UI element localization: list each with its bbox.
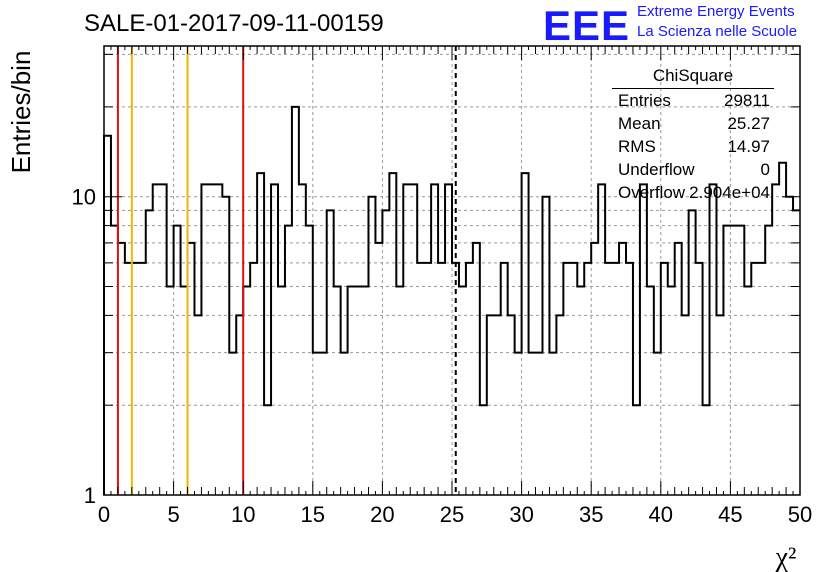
x-tick-label: 10 bbox=[231, 502, 255, 527]
stats-value: 14.97 bbox=[727, 137, 770, 156]
x-tick-label: 30 bbox=[509, 502, 533, 527]
stats-row: Overflow 2.904e+04 bbox=[612, 181, 774, 204]
x-axis-label: χ² bbox=[775, 542, 797, 572]
x-tick-label: 50 bbox=[788, 502, 812, 527]
stats-label: Overflow bbox=[618, 183, 686, 202]
stats-label: Mean bbox=[618, 114, 661, 133]
y-tick-label: 1 bbox=[84, 483, 96, 508]
x-tick-label: 5 bbox=[167, 502, 179, 527]
x-tick-label: 0 bbox=[98, 502, 110, 527]
y-axis-label: Entries/bin bbox=[6, 51, 36, 174]
y-tick-label: 10 bbox=[72, 185, 96, 210]
stats-row: Mean 25.27 bbox=[612, 112, 774, 135]
stats-label: Entries bbox=[618, 91, 671, 110]
stats-row: Underflow 0 bbox=[612, 158, 774, 181]
stats-row: Entries 29811 bbox=[612, 89, 774, 112]
stats-label: Underflow bbox=[618, 160, 695, 179]
eee-logo: EEE bbox=[543, 2, 631, 49]
x-tick-label: 35 bbox=[579, 502, 603, 527]
logo-text-line2: La Scienza nelle Scuole bbox=[637, 23, 798, 40]
stats-value: 2.904e+04 bbox=[689, 183, 770, 202]
stats-box: ChiSquare Entries 29811 Mean 25.27 RMS 1… bbox=[612, 66, 774, 204]
stats-row: RMS 14.97 bbox=[612, 135, 774, 158]
stats-value: 29811 bbox=[723, 91, 770, 110]
stats-label: RMS bbox=[618, 137, 656, 156]
logo-text-line1: Extreme Energy Events bbox=[637, 3, 795, 20]
stats-value: 0 bbox=[760, 160, 770, 179]
reference-lines bbox=[116, 46, 457, 495]
stats-title: ChiSquare bbox=[612, 66, 774, 89]
chart-title: SALE-01-2017-09-11-00159 bbox=[84, 10, 384, 37]
x-tick-label: 25 bbox=[440, 502, 464, 527]
axes: 0 5 10 15 20 25 30 35 40 45 50 1 10 bbox=[72, 45, 812, 527]
x-tick-label: 45 bbox=[718, 502, 742, 527]
x-tick-label: 20 bbox=[370, 502, 394, 527]
stats-value: 25.27 bbox=[727, 114, 770, 133]
x-tick-label: 15 bbox=[301, 502, 325, 527]
x-tick-label: 40 bbox=[649, 502, 673, 527]
